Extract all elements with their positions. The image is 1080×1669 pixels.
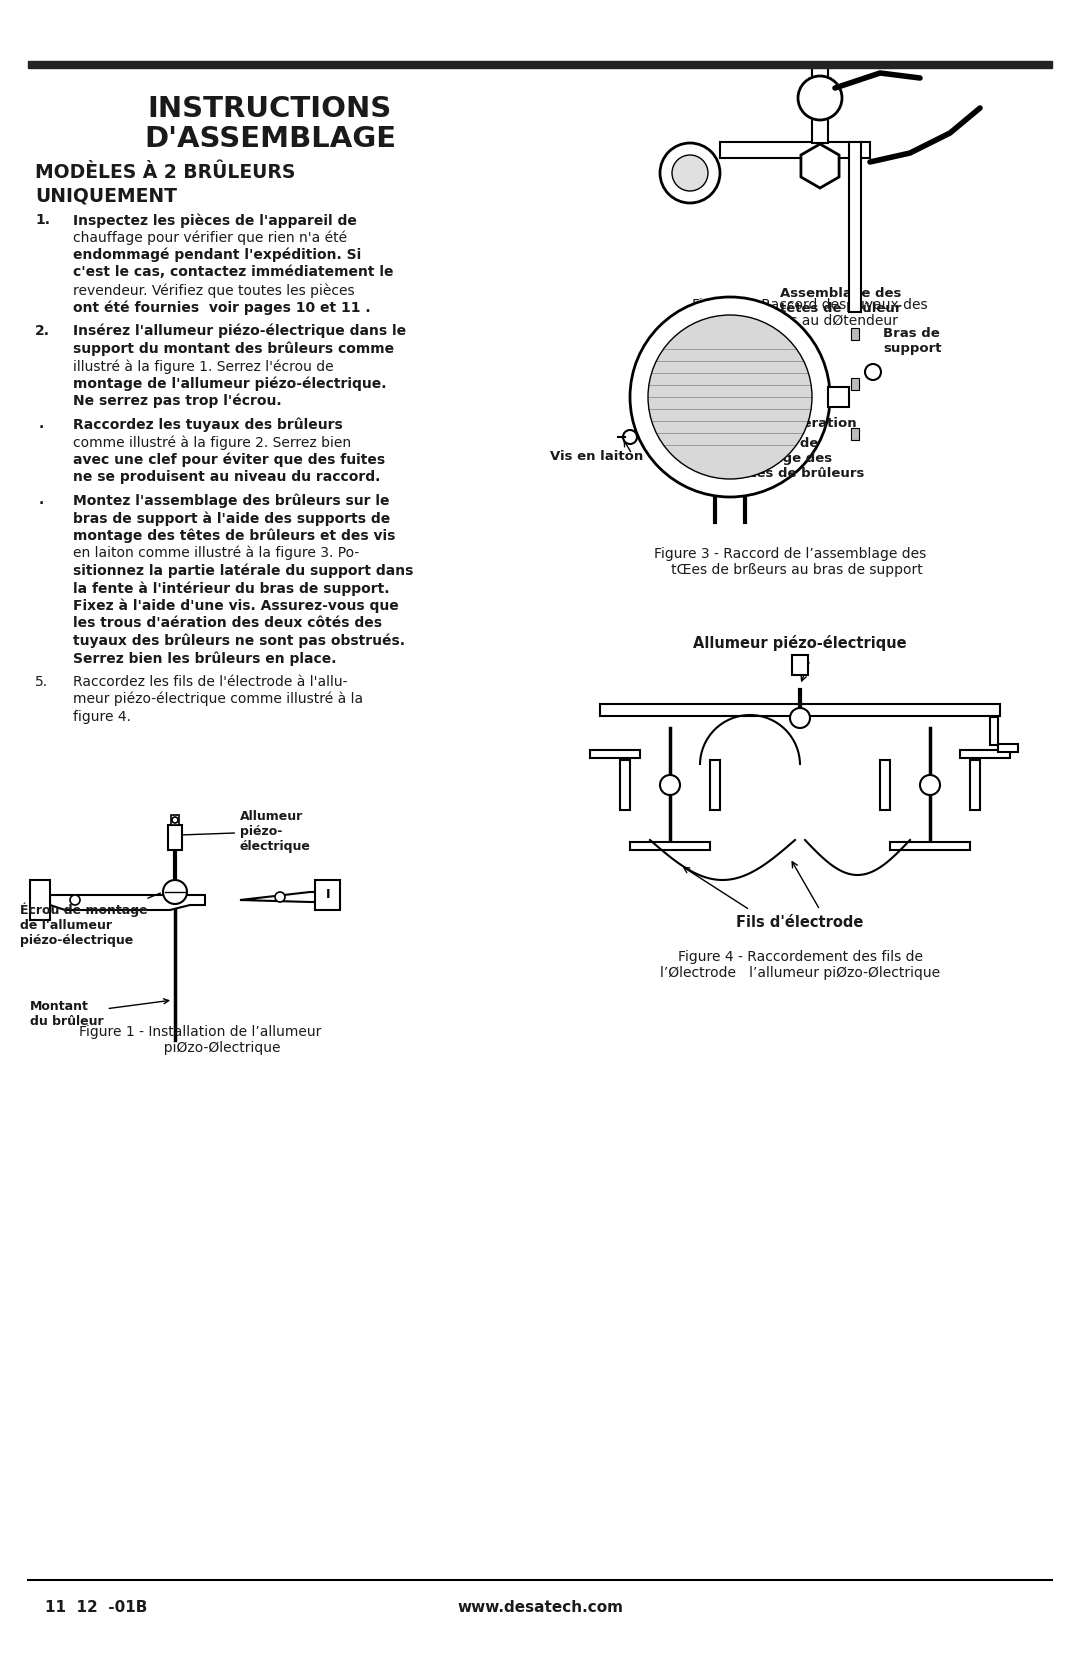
Polygon shape — [240, 891, 325, 901]
Bar — [970, 759, 980, 809]
Text: comme illustré à la figure 2. Serrez bien: comme illustré à la figure 2. Serrez bie… — [73, 436, 351, 449]
Bar — [630, 841, 710, 850]
Bar — [851, 329, 859, 340]
Circle shape — [789, 708, 810, 728]
Bar — [851, 427, 859, 441]
Text: 2.: 2. — [35, 324, 50, 339]
Text: figure 4.: figure 4. — [73, 709, 131, 723]
Circle shape — [630, 297, 831, 497]
Text: Allumeur
piézo-
électrique: Allumeur piézo- électrique — [183, 809, 311, 853]
Text: Figure 1 - Installation de l’allumeur
          piØzo-Ølectrique: Figure 1 - Installation de l’allumeur pi… — [79, 1025, 321, 1055]
Bar — [990, 718, 998, 744]
Bar — [851, 377, 859, 391]
Text: les trous d'aération des deux côtés des: les trous d'aération des deux côtés des — [73, 616, 382, 629]
Text: revendeur. Vérifiez que toutes les pièces: revendeur. Vérifiez que toutes les pièce… — [73, 284, 354, 297]
Text: montage de l'allumeur piézo-électrique.: montage de l'allumeur piézo-électrique. — [73, 377, 387, 391]
Text: Figure 2 - Raccord des tuyaux des
     brßeurs au dØtendeur: Figure 2 - Raccord des tuyaux des brßeur… — [692, 299, 928, 329]
Text: Trou
d'aération: Trou d'aération — [780, 402, 856, 431]
Text: en laiton comme illustré à la figure 3. Po-: en laiton comme illustré à la figure 3. … — [73, 546, 360, 561]
Text: UNIQUEMENT: UNIQUEMENT — [35, 187, 177, 205]
Text: Fils d'électrode: Fils d'électrode — [737, 915, 864, 930]
Text: Ouverture: Ouverture — [670, 337, 746, 350]
Text: .: . — [39, 494, 44, 507]
Bar — [28, 62, 1052, 68]
Text: Ne serrez pas trop l'écrou.: Ne serrez pas trop l'écrou. — [73, 394, 282, 409]
Circle shape — [920, 774, 940, 794]
Text: sitionnez la partie latérale du support dans: sitionnez la partie latérale du support … — [73, 564, 414, 577]
Bar — [812, 68, 828, 144]
Circle shape — [163, 880, 187, 905]
Bar — [849, 142, 861, 312]
Text: Serrez bien les brûleurs en place.: Serrez bien les brûleurs en place. — [73, 651, 337, 666]
Circle shape — [798, 77, 842, 120]
Bar — [600, 704, 1000, 716]
Circle shape — [70, 895, 80, 905]
Circle shape — [623, 431, 637, 444]
Bar — [620, 759, 630, 809]
Text: la fente à l'intérieur du bras de support.: la fente à l'intérieur du bras de suppor… — [73, 581, 390, 596]
Text: c'est le cas, contactez immédiatement le: c'est le cas, contactez immédiatement le — [73, 265, 393, 279]
Polygon shape — [828, 387, 849, 407]
Text: 11  12  -01B: 11 12 -01B — [45, 1601, 147, 1616]
Text: .: . — [39, 417, 44, 432]
Text: Allumeur piézo-électrique: Allumeur piézo-électrique — [693, 634, 907, 651]
Bar — [998, 744, 1018, 753]
Text: Bras de
support: Bras de support — [883, 327, 942, 355]
Text: Raccordez les fils de l'électrode à l'allu-: Raccordez les fils de l'électrode à l'al… — [73, 674, 348, 689]
Text: Assemblage des
têtes de brûleur: Assemblage des têtes de brûleur — [780, 287, 902, 315]
Text: Fixez à l'aide d'une vis. Assurez-vous que: Fixez à l'aide d'une vis. Assurez-vous q… — [73, 599, 399, 613]
Text: tuyaux des brûleurs ne sont pas obstrués.: tuyaux des brûleurs ne sont pas obstrués… — [73, 634, 405, 648]
Circle shape — [660, 144, 720, 204]
Bar — [960, 749, 1010, 758]
Text: montage des têtes de brûleurs et des vis: montage des têtes de brûleurs et des vis — [73, 529, 395, 542]
Text: Inspectez les pièces de l'appareil de: Inspectez les pièces de l'appareil de — [73, 214, 356, 227]
Text: Insérez l'allumeur piézo-électrique dans le: Insérez l'allumeur piézo-électrique dans… — [73, 324, 406, 339]
Text: ne se produisent au niveau du raccord.: ne se produisent au niveau du raccord. — [73, 471, 380, 484]
Circle shape — [172, 818, 178, 823]
Polygon shape — [50, 895, 205, 910]
Text: 1.: 1. — [35, 214, 50, 227]
Text: www.desatech.com: www.desatech.com — [457, 1601, 623, 1616]
Text: support du montant des brûleurs comme: support du montant des brûleurs comme — [73, 342, 394, 355]
Polygon shape — [30, 880, 50, 920]
Text: ont été fournies  voir pages 10 et 11 .: ont été fournies voir pages 10 et 11 . — [73, 300, 370, 315]
Bar — [880, 759, 890, 809]
Text: Figure 3 - Raccord de l’assemblage des
   tŒes de brßeurs au bras de support: Figure 3 - Raccord de l’assemblage des t… — [653, 547, 927, 577]
Text: Figure 4 - Raccordement des fils de
l’Ølectrode   l’allumeur piØzo-Ølectrique: Figure 4 - Raccordement des fils de l’Øl… — [660, 950, 940, 980]
Text: I: I — [326, 888, 330, 901]
Bar — [168, 824, 183, 850]
Bar — [590, 749, 640, 758]
Bar — [792, 654, 808, 674]
Text: Montant
du brûleur: Montant du brûleur — [30, 998, 168, 1028]
Text: chauffage pour vérifier que rien n'a été: chauffage pour vérifier que rien n'a été — [73, 230, 347, 245]
Text: Montez l'assemblage des brûleurs sur le: Montez l'assemblage des brûleurs sur le — [73, 494, 390, 507]
Polygon shape — [801, 144, 839, 189]
Text: Raccordez les tuyaux des brûleurs: Raccordez les tuyaux des brûleurs — [73, 417, 342, 432]
Text: illustré à la figure 1. Serrez l'écrou de: illustré à la figure 1. Serrez l'écrou d… — [73, 359, 334, 374]
Text: Support de
montage des
têtes de brûleurs: Support de montage des têtes de brûleurs — [735, 437, 864, 481]
Bar — [890, 841, 970, 850]
Polygon shape — [315, 880, 340, 910]
Text: endommagé pendant l'expédition. Si: endommagé pendant l'expédition. Si — [73, 249, 361, 262]
Text: 5.: 5. — [35, 674, 49, 689]
Circle shape — [648, 315, 812, 479]
Text: bras de support à l'aide des supports de: bras de support à l'aide des supports de — [73, 511, 390, 526]
Text: avec une clef pour éviter que des fuites: avec une clef pour éviter que des fuites — [73, 452, 386, 467]
Text: Vis en laiton: Vis en laiton — [550, 451, 644, 462]
Text: MODÈLES À 2 BRÛLEURS: MODÈLES À 2 BRÛLEURS — [35, 164, 295, 182]
Bar — [710, 759, 720, 809]
Text: meur piézo-électrique comme illustré à la: meur piézo-électrique comme illustré à l… — [73, 693, 363, 706]
Bar — [171, 814, 179, 824]
Text: Écrou de montage
de l'allumeur
piézo-électrique: Écrou de montage de l'allumeur piézo-éle… — [21, 893, 161, 946]
Circle shape — [275, 891, 285, 901]
Circle shape — [660, 774, 680, 794]
Circle shape — [672, 155, 708, 190]
Bar — [720, 142, 870, 159]
Text: D'ASSEMBLAGE: D'ASSEMBLAGE — [144, 125, 396, 154]
Text: INSTRUCTIONS: INSTRUCTIONS — [148, 95, 392, 124]
Circle shape — [865, 364, 881, 381]
